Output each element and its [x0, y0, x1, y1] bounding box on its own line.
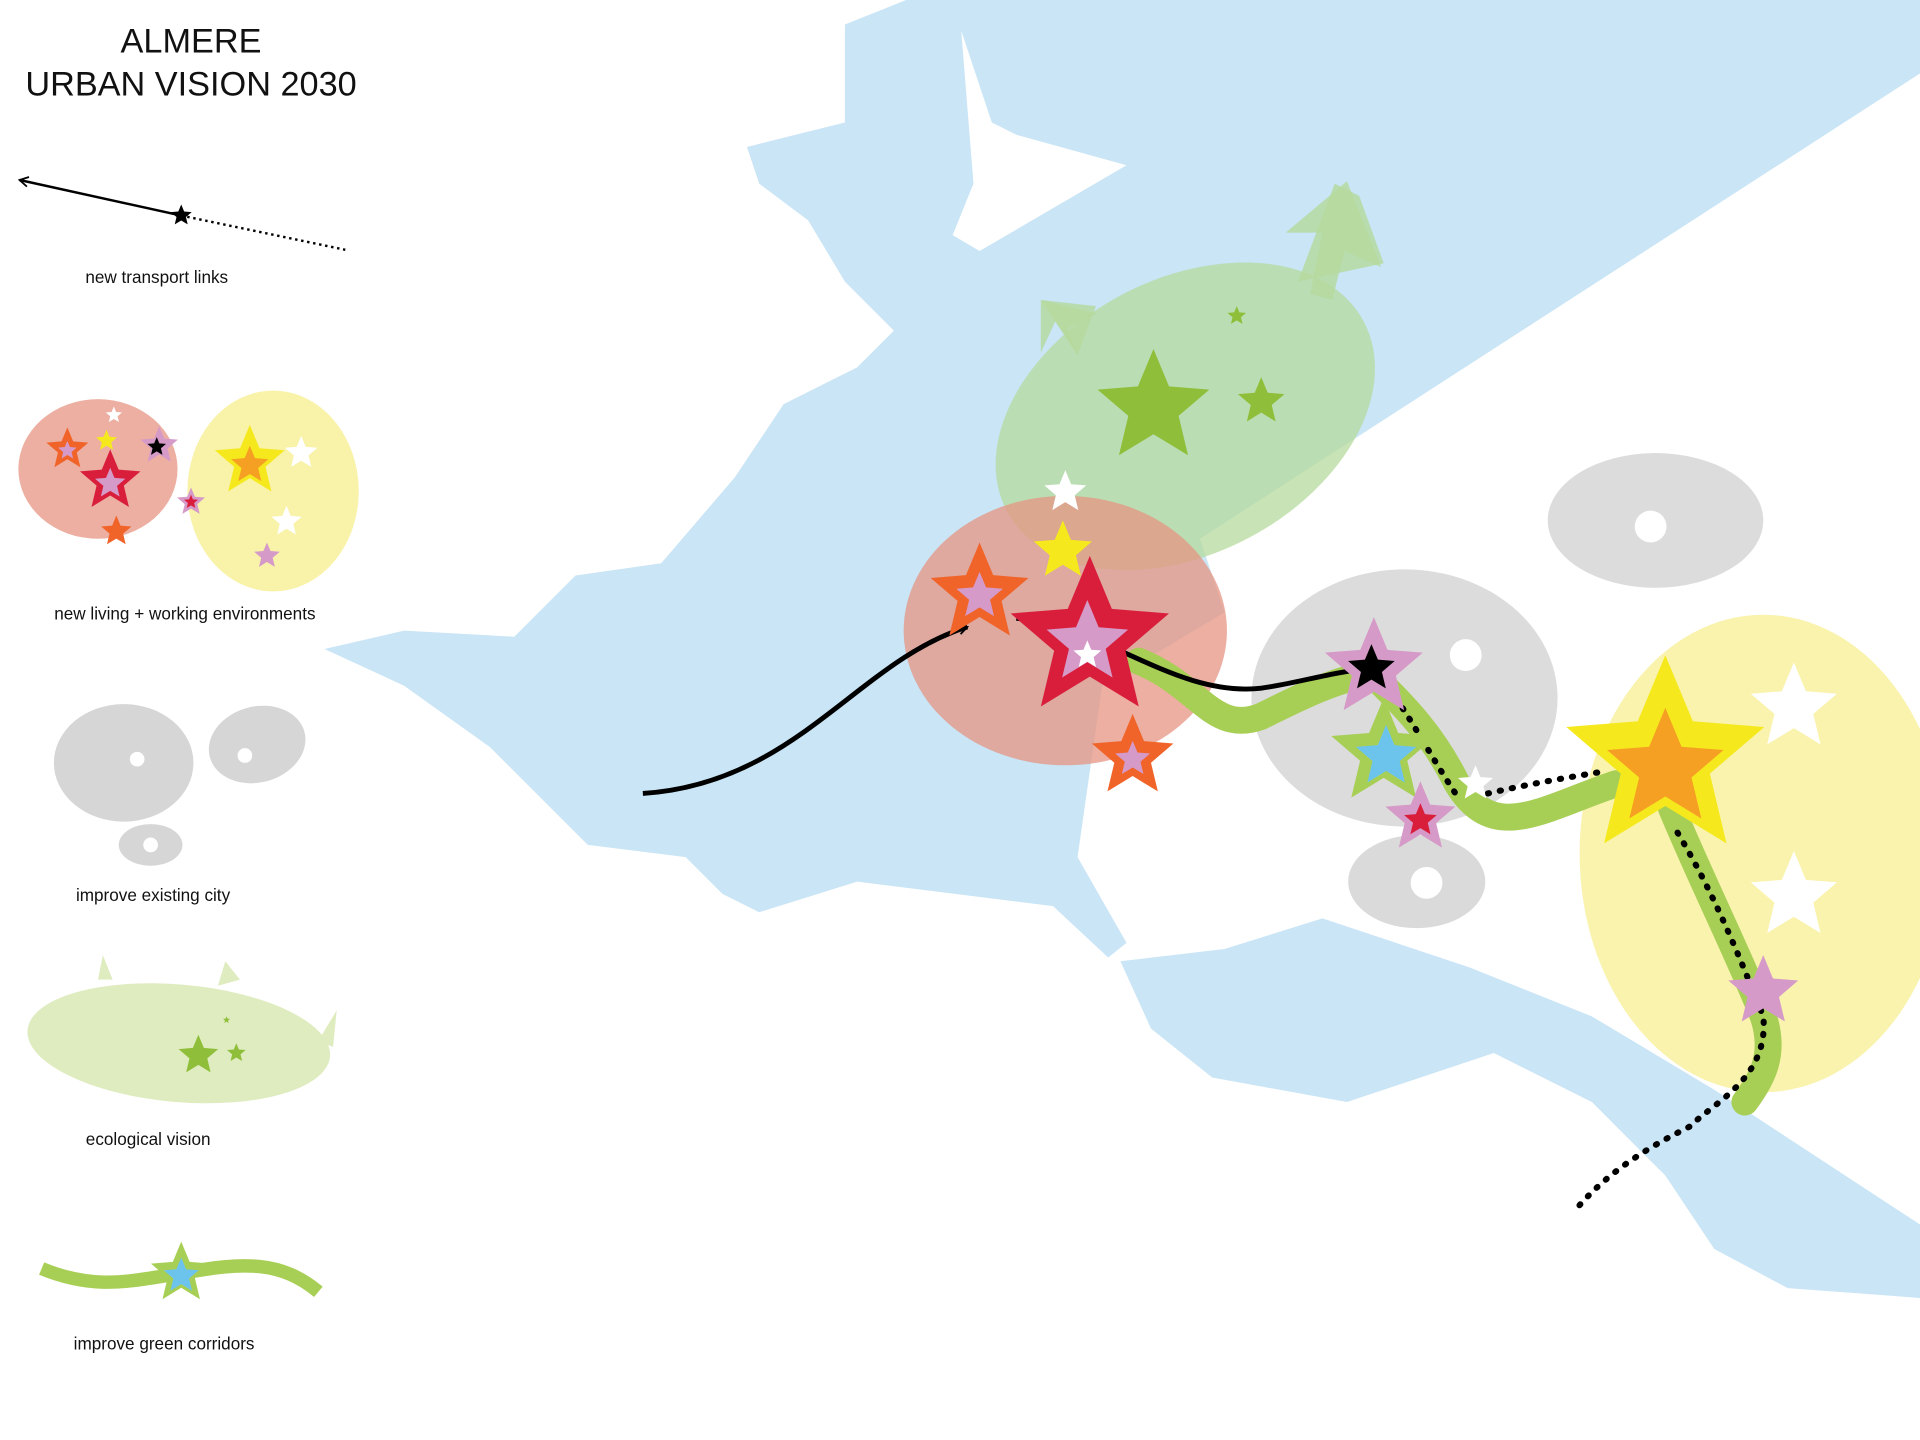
legend-living-icon [18, 390, 359, 592]
title: ALMERE [121, 23, 262, 61]
legend-corridor-icon [39, 1241, 323, 1300]
legend-label: ecological vision [86, 1129, 211, 1149]
title: URBAN VISION 2030 [25, 66, 356, 104]
water [1120, 918, 1920, 1298]
legend-label: new living + working environments [54, 604, 315, 624]
legend-eco-icon [27, 955, 337, 1104]
legend-label: new transport links [85, 267, 228, 287]
fast-forward-icon [1410, 510, 1667, 899]
legend-transport-icon [17, 176, 346, 251]
legend-label: improve green corridors [74, 1333, 255, 1353]
eco-zone [995, 181, 1384, 571]
legend-city-icon [53, 704, 306, 866]
peninsula [952, 30, 1127, 252]
legend-label: improve existing city [76, 885, 231, 905]
